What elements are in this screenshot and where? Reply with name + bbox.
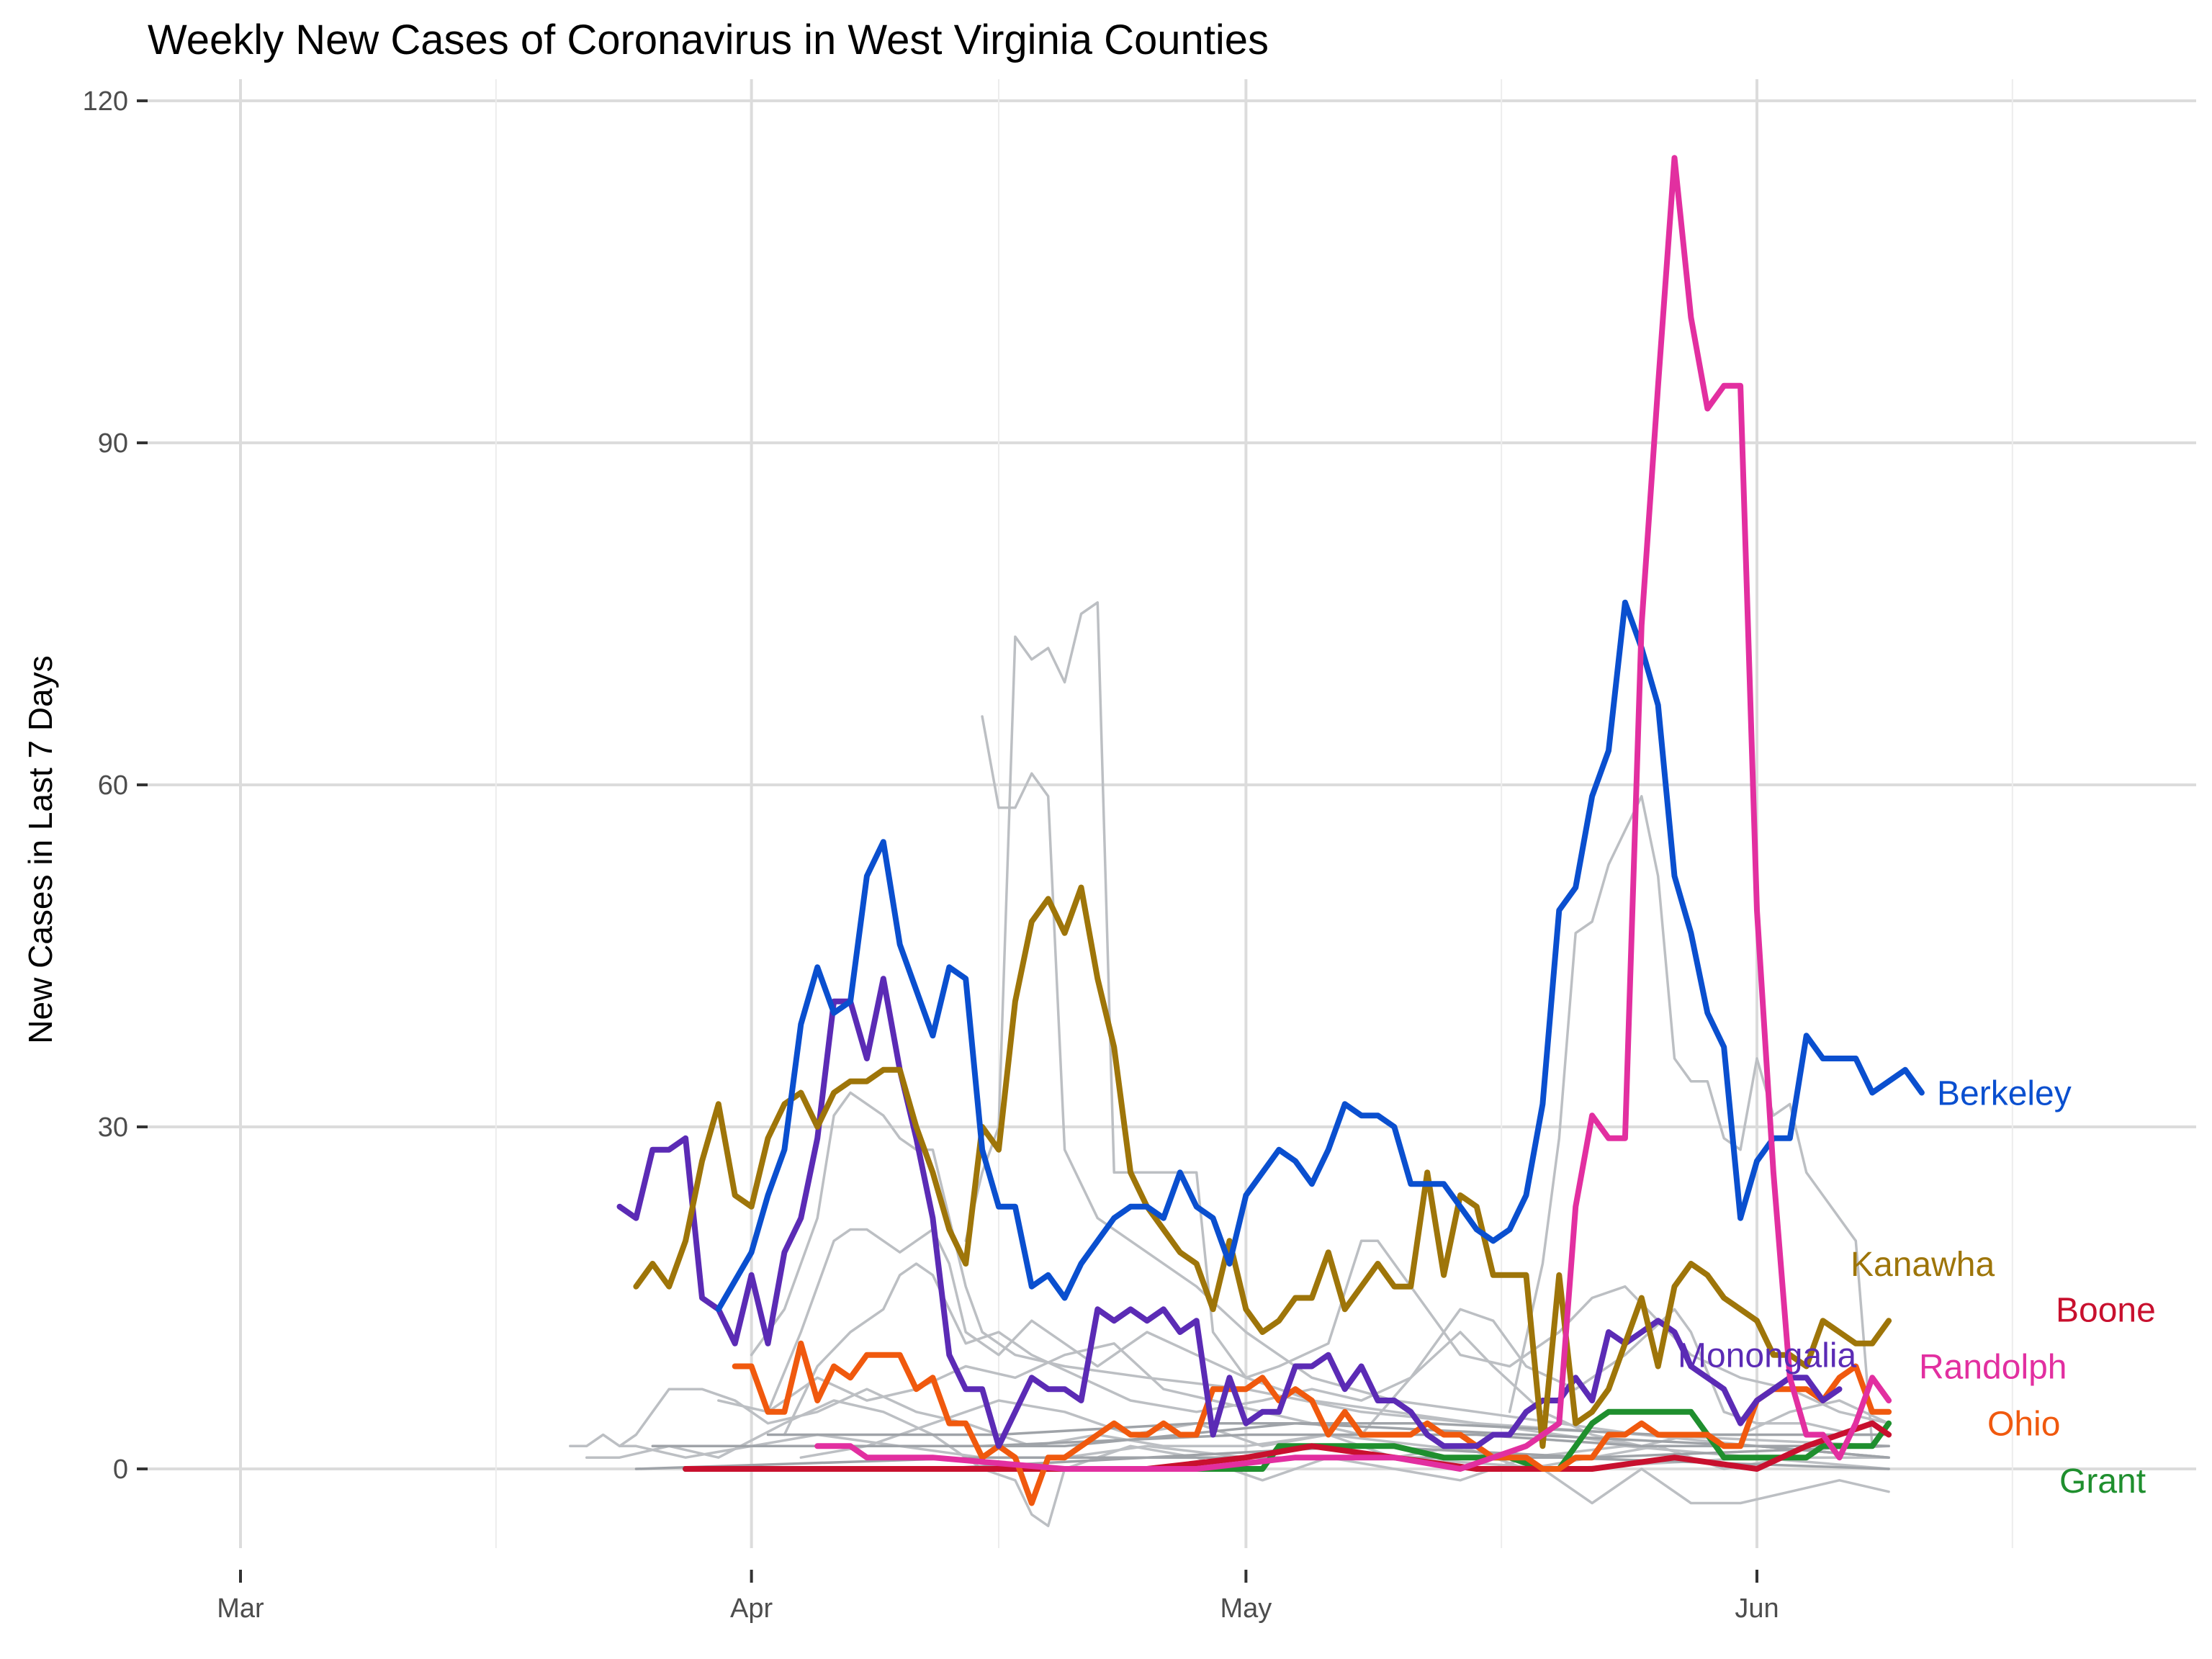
grid <box>148 79 2196 1548</box>
x-tick-label: Mar <box>217 1593 264 1624</box>
series-label-grant: Grant <box>2059 1462 2146 1501</box>
series-label-ohio: Ohio <box>1987 1406 2060 1444</box>
background-series-line <box>585 1399 1890 1527</box>
y-axis: 0 30 60 90 120 <box>83 86 148 1485</box>
series-label-boone: Boone <box>2056 1291 2156 1329</box>
x-tick-label: Apr <box>730 1593 773 1624</box>
y-tick-label: 0 <box>113 1455 128 1485</box>
y-tick-label: 60 <box>98 770 128 801</box>
series-label-berkeley: Berkeley <box>1937 1075 2072 1113</box>
background-series-line <box>832 1421 1890 1459</box>
series-line-ohio <box>732 1340 1892 1506</box>
chart-title: Weekly New Cases of Coronavirus in West … <box>148 17 1269 63</box>
background-series-line <box>766 1228 1890 1425</box>
series-line-kanawha <box>633 884 1892 1449</box>
series-label-randolph: Randolph <box>1919 1349 2067 1387</box>
y-tick-label: 30 <box>98 1112 128 1143</box>
x-tick-label: May <box>1220 1593 1272 1624</box>
series-label-monongalia: Monongalia <box>1678 1337 1856 1375</box>
series-labels: Berkeley Kanawha Boone Monongalia Randolph Oh… <box>1678 1075 2156 1501</box>
background-series-line <box>750 1091 1890 1448</box>
x-axis: Mar Apr May Jun <box>217 1570 1779 1624</box>
y-tick-label: 90 <box>98 428 128 459</box>
highlighted-series <box>616 155 1925 1506</box>
x-tick-label: Jun <box>1735 1593 1779 1624</box>
series-line-randolph <box>814 155 1892 1472</box>
y-tick-label: 120 <box>83 86 128 117</box>
series-line-berkeley <box>715 599 1925 1313</box>
background-series-line <box>1508 795 1874 1448</box>
series-line-monongalia <box>616 976 1843 1449</box>
series-label-kanawha: Kanawha <box>1851 1246 1995 1284</box>
